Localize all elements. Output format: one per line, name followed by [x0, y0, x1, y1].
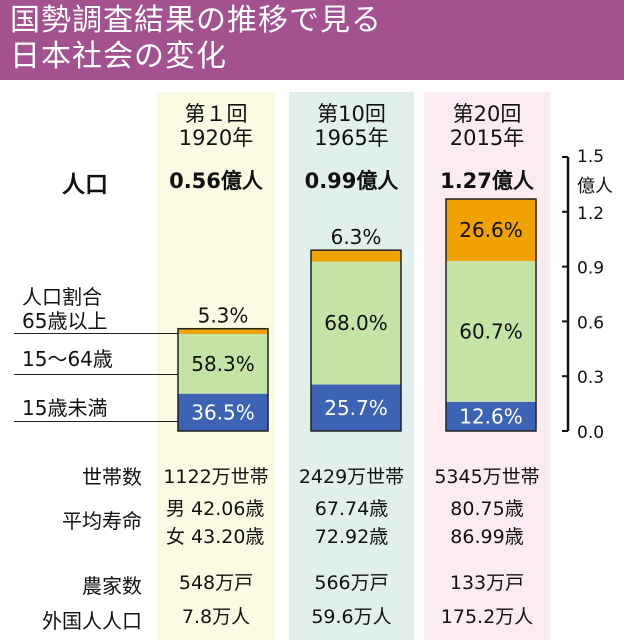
life-male-2015: 80.75歳: [450, 498, 524, 520]
y-tick-label: 0.0: [577, 423, 604, 443]
life-female-2015: 86.99歳: [450, 526, 524, 548]
y-tick-label: 0.6: [577, 313, 604, 333]
farm-1920: 548万戸: [178, 572, 254, 594]
bar-segment: [446, 401, 536, 431]
y-tick-label: 1.2: [577, 204, 604, 224]
foreign-2015: 175.2万人: [440, 606, 534, 628]
farm-2015: 133万戸: [449, 572, 525, 594]
farm-households-label: 農家数: [82, 574, 142, 598]
population-1965: 0.99億人: [304, 169, 399, 193]
y-tick-label: 0.9: [577, 259, 604, 279]
population-2015: 1.27億人: [440, 169, 534, 193]
age-under15-label: 15歳未満: [22, 396, 108, 420]
bar-segment: [446, 260, 536, 402]
bar-value-label: 36.5%: [191, 400, 255, 424]
farm-1965: 566万戸: [314, 572, 389, 594]
households-label: 世帯数: [82, 465, 142, 489]
bar-segment: [311, 384, 401, 431]
bar-value-label: 25.7%: [324, 396, 388, 420]
bars-group: 36.5% 58.3% 5.3% 25.7% 68.0% 6.3% 12.6% 60.7% 26…: [177, 198, 537, 432]
column-header-1920: 第１回 1920年: [157, 102, 275, 150]
round-label: 第20回: [452, 102, 522, 126]
bar-segment: [311, 261, 401, 385]
column-header-2015: 第20回 2015年: [424, 102, 550, 150]
bar-segment: [446, 199, 536, 261]
foreign-1965: 59.6万人: [311, 606, 392, 628]
bar-value-label: 58.3%: [191, 352, 255, 376]
y-tick-label: 1.5: [577, 147, 604, 167]
life-female-1965: 72.92歳: [314, 526, 389, 548]
bar-segment: [178, 334, 268, 394]
column-header-1965: 第10回 1965年: [289, 102, 414, 150]
bar-value-label: 60.7%: [459, 319, 523, 343]
bar-outline: [310, 249, 402, 432]
age-under15-underline: [14, 421, 180, 422]
age-15-64-label: 15～64歳: [22, 347, 113, 371]
bar-segment: [311, 250, 401, 262]
year-label: 1920年: [178, 126, 254, 150]
bar-value-label: 68.0%: [324, 311, 388, 335]
bar-segment: [178, 328, 268, 335]
foreign-1920: 7.8万人: [181, 606, 251, 628]
life-male-1920: 男 42.06歳: [166, 498, 265, 520]
households-2015: 5345万世帯: [434, 466, 540, 488]
bar-outline: [177, 327, 269, 432]
header-banner: 国勢調査結果の推移で見る 日本社会の変化: [0, 0, 624, 80]
age-15-64-underline: [14, 374, 180, 375]
y-axis: 0.0 0.3 0.6 0.9 1.2 1.5: [562, 147, 604, 443]
life-expectancy-label: 平均寿命: [62, 509, 142, 533]
households-1965: 2429万世帯: [298, 466, 405, 488]
age-65-underline: [14, 333, 180, 334]
ratio-title-line1: 人口割合: [22, 285, 102, 309]
y-tick-label: 0.3: [577, 368, 604, 388]
bar-value-label: 12.6%: [459, 404, 523, 428]
title-line-2: 日本社会の変化: [10, 39, 227, 74]
households-1920: 1122万世帯: [163, 466, 269, 488]
title-line-1: 国勢調査結果の推移で見る: [10, 3, 382, 38]
year-label: 2015年: [449, 126, 525, 150]
population-1920: 0.56億人: [169, 169, 263, 193]
round-label: 第10回: [317, 102, 386, 126]
bar-value-label: 26.6%: [459, 218, 523, 242]
age-65-plus-label: 65歳以上: [22, 309, 108, 333]
bar-segment: [178, 393, 268, 431]
bar-value-label: 6.3%: [331, 225, 382, 249]
round-label: 第１回: [184, 102, 248, 126]
bar-value-label: 5.3%: [198, 304, 249, 328]
population-label: 人口: [62, 172, 108, 198]
bar-outline: [445, 198, 537, 432]
life-female-1920: 女 43.20歳: [166, 526, 265, 548]
life-male-1965: 67.74歳: [314, 498, 389, 520]
year-label: 1965年: [314, 126, 389, 150]
axis-unit-label: 億人: [577, 176, 613, 197]
foreign-population-label: 外国人人口: [42, 609, 142, 633]
